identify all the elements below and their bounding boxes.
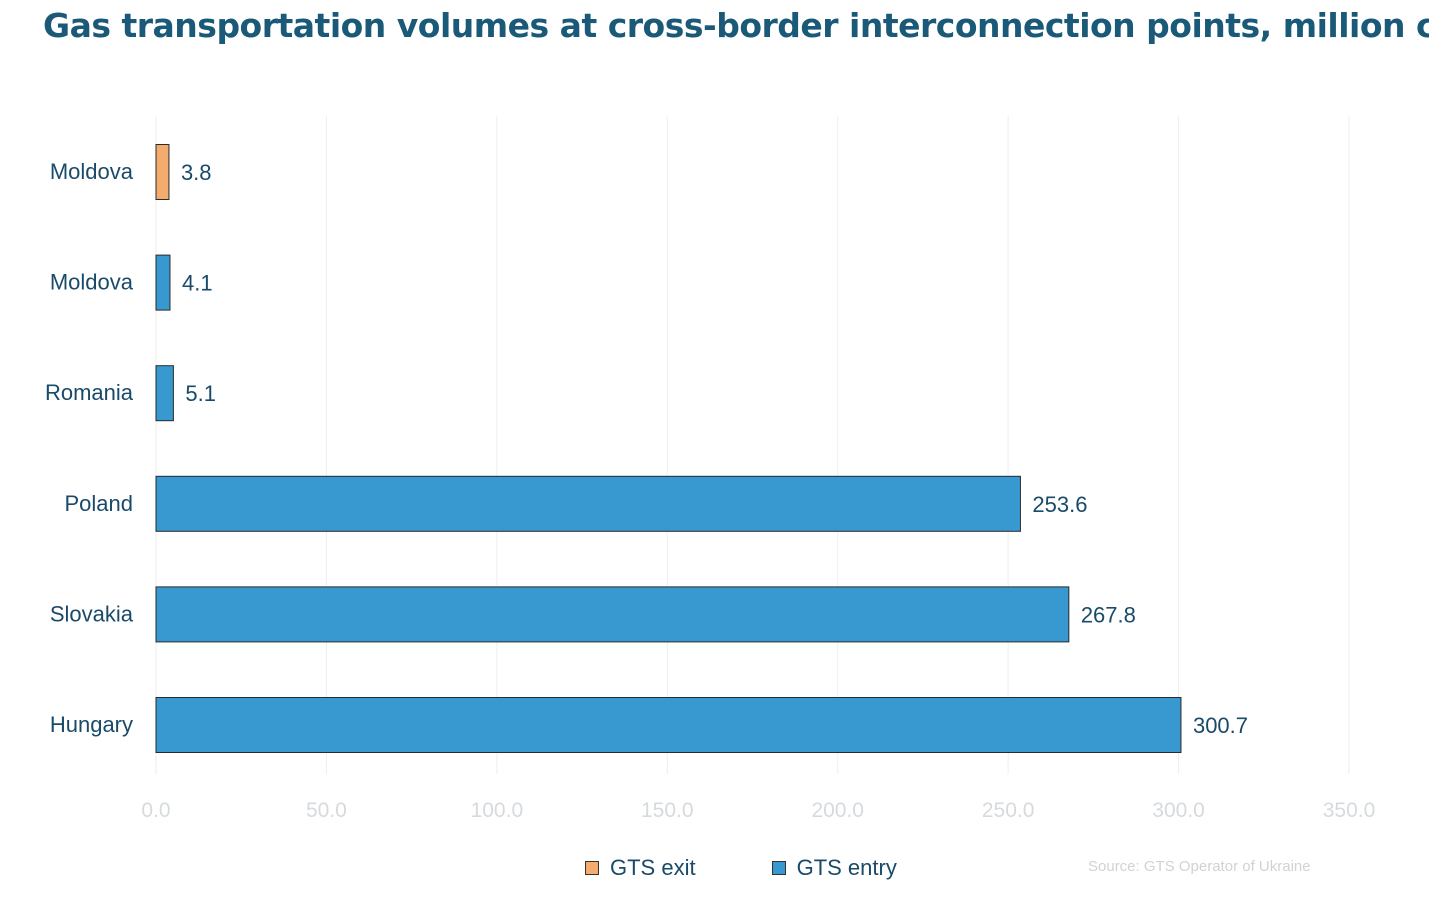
legend-item-exit: GTS exit xyxy=(585,855,696,881)
value-labels: 3.8 4.1 5.1 253.6 267.8 300.7 xyxy=(181,160,1248,738)
x-tick-label: 200.0 xyxy=(811,799,864,822)
category-label: Moldova xyxy=(50,270,134,295)
x-tick-label: 100.0 xyxy=(471,799,524,822)
legend-item-entry: GTS entry xyxy=(771,855,897,881)
bar xyxy=(155,144,170,200)
value-label: 253.6 xyxy=(1032,492,1087,517)
x-tick-label: 150.0 xyxy=(641,799,694,822)
category-label: Poland xyxy=(64,491,133,516)
value-label: 3.8 xyxy=(181,160,212,185)
legend-label-entry: GTS entry xyxy=(796,855,897,880)
value-label: 4.1 xyxy=(182,271,213,296)
value-label: 267.8 xyxy=(1081,602,1136,627)
category-labels: Moldova Moldova Romania Poland Slovakia Hunga… xyxy=(45,159,134,737)
bar xyxy=(155,697,1182,753)
gridlines xyxy=(155,116,1350,774)
source-note: Source: GTS Operator of Ukraine xyxy=(1088,858,1311,875)
legend-swatch-exit xyxy=(585,861,599,875)
value-label: 5.1 xyxy=(185,381,216,406)
value-label: 300.7 xyxy=(1193,713,1248,738)
category-label: Romania xyxy=(45,380,134,405)
chart-title: Gas transportation volumes at cross-bord… xyxy=(43,6,1429,45)
x-tick-label: 350.0 xyxy=(1323,799,1376,822)
x-tick-label: 250.0 xyxy=(982,799,1035,822)
legend-swatch-entry xyxy=(771,861,786,875)
x-tick-label: 300.0 xyxy=(1152,799,1205,822)
bar xyxy=(155,365,174,422)
bars xyxy=(155,144,1182,753)
bar xyxy=(155,475,1021,532)
category-label: Moldova xyxy=(50,159,134,184)
legend-label-exit: GTS exit xyxy=(610,855,696,880)
legend: GTS exit GTS entry xyxy=(585,855,973,881)
x-axis-ticks: 0.0 50.0 100.0 150.0 200.0 250.0 300.0 350.0 xyxy=(141,799,1375,822)
category-label: Hungary xyxy=(50,712,133,737)
x-tick-label: 0.0 xyxy=(141,799,170,822)
bar xyxy=(155,586,1070,643)
x-tick-label: 50.0 xyxy=(306,799,347,822)
bar xyxy=(155,254,171,311)
category-label: Slovakia xyxy=(50,601,134,626)
